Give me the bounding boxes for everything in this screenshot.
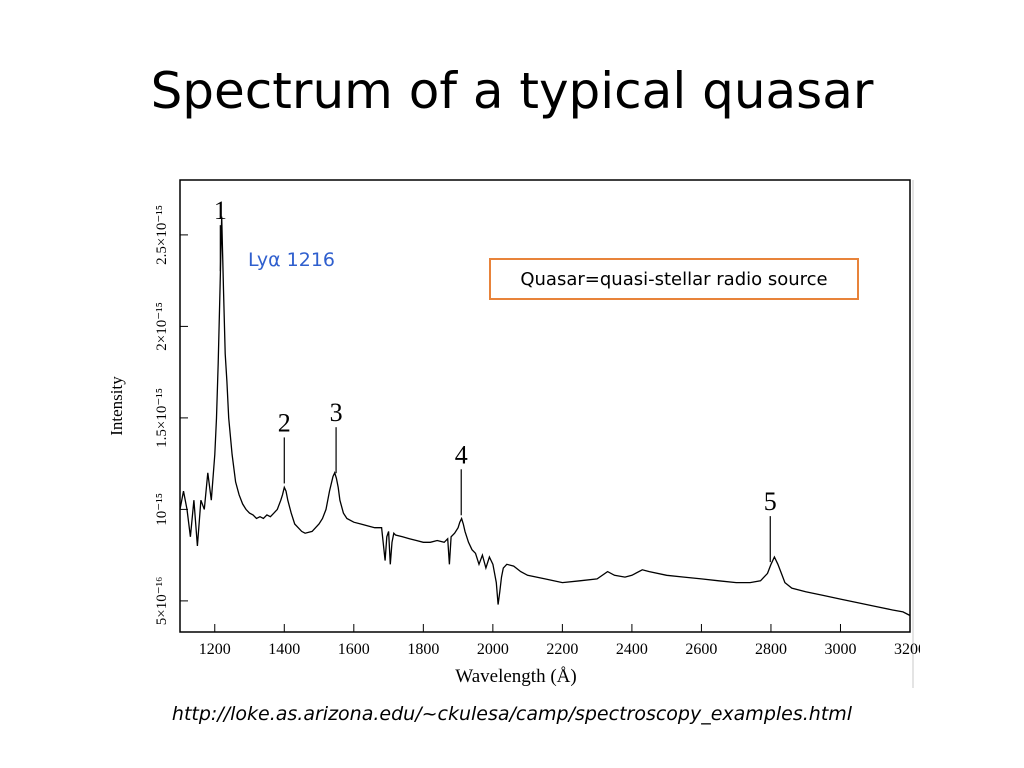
x-tick-label: 2800: [755, 641, 787, 658]
x-tick-label: 1200: [199, 641, 231, 658]
y-axis-ticks: 5×10⁻¹⁶ 10⁻¹⁵ 1.5×10⁻¹⁵ 2×10⁻¹⁵ 2.5×10⁻¹⁵: [154, 205, 188, 625]
spectrum-series-line: [179, 216, 911, 617]
x-tick-label: 1800: [407, 641, 439, 658]
x-tick-label: 1400: [268, 641, 300, 658]
x-tick-label: 3000: [824, 641, 856, 658]
spectrum-chart: 1200 1400 1600 1800 2000 2200 2400 2600 2800 3000…: [107, 179, 920, 688]
y-axis-label: Intensity: [107, 376, 126, 436]
y-tick-label: 10⁻¹⁵: [154, 493, 170, 526]
x-tick-label: 2000: [477, 641, 509, 658]
x-tick-label: 1600: [338, 641, 370, 658]
y-tick-label: 1.5×10⁻¹⁵: [154, 388, 170, 448]
x-tick-label: 2600: [685, 641, 717, 658]
x-tick-label: 2200: [546, 641, 578, 658]
emission-line-number: 3: [330, 398, 343, 427]
x-tick-label: 2400: [616, 641, 648, 658]
x-axis-ticks: 1200 1400 1600 1800 2000 2200 2400 2600 2800 3000…: [199, 624, 920, 658]
lyman-alpha-callout: Lyα 1216: [248, 249, 336, 271]
emission-line-labels: 1 2 3 4 5: [214, 196, 777, 563]
emission-line-number: 4: [455, 440, 468, 469]
slide-title: Spectrum of a typical quasar: [150, 62, 874, 120]
y-tick-label: 2×10⁻¹⁵: [154, 302, 170, 351]
quasar-definition-box: Quasar=quasi-stellar radio source: [489, 258, 859, 300]
plot-frame: [179, 179, 911, 633]
emission-line-number: 5: [764, 487, 777, 516]
emission-line-number: 2: [278, 408, 291, 437]
y-tick-label: 2.5×10⁻¹⁵: [154, 205, 170, 265]
y-tick-label: 5×10⁻¹⁶: [154, 577, 170, 626]
quasar-definition-text: Quasar=quasi-stellar radio source: [520, 268, 828, 290]
x-tick-label: 3200: [894, 641, 920, 658]
emission-line-number: 1: [214, 196, 227, 225]
source-url[interactable]: http://loke.as.arizona.edu/~ckulesa/camp…: [171, 703, 853, 725]
x-axis-label: Wavelength (Å): [455, 666, 576, 687]
